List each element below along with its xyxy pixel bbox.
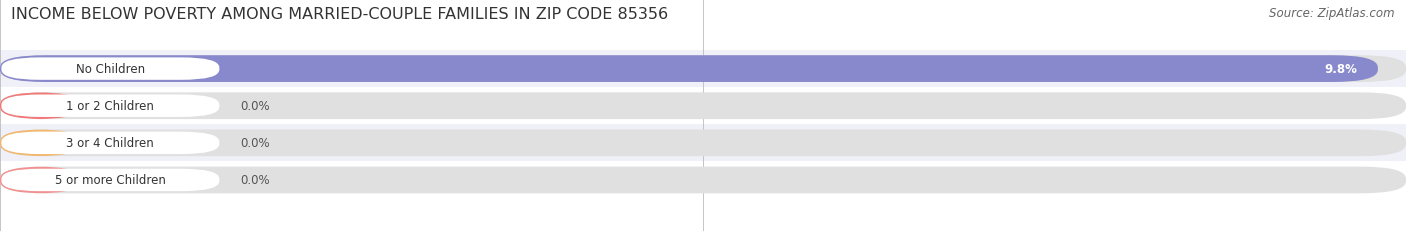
FancyBboxPatch shape [1, 132, 219, 154]
Text: 0.0%: 0.0% [240, 174, 270, 187]
FancyBboxPatch shape [1, 169, 219, 191]
FancyBboxPatch shape [0, 56, 1378, 83]
Text: 0.0%: 0.0% [240, 100, 270, 113]
FancyBboxPatch shape [0, 93, 82, 120]
Text: 9.8%: 9.8% [1324, 63, 1357, 76]
Bar [0, 51, 1406, 88]
Text: 1 or 2 Children: 1 or 2 Children [66, 100, 155, 113]
Text: INCOME BELOW POVERTY AMONG MARRIED-COUPLE FAMILIES IN ZIP CODE 85356: INCOME BELOW POVERTY AMONG MARRIED-COUPL… [11, 7, 668, 22]
FancyBboxPatch shape [0, 130, 82, 157]
Text: No Children: No Children [76, 63, 145, 76]
FancyBboxPatch shape [0, 130, 1406, 157]
Bar [0, 162, 1406, 199]
FancyBboxPatch shape [0, 167, 82, 194]
Text: 5 or more Children: 5 or more Children [55, 174, 166, 187]
FancyBboxPatch shape [0, 56, 1406, 83]
FancyBboxPatch shape [1, 95, 219, 117]
Text: 0.0%: 0.0% [240, 137, 270, 150]
FancyBboxPatch shape [1, 58, 219, 80]
Bar [0, 125, 1406, 162]
FancyBboxPatch shape [0, 93, 1406, 120]
Bar [0, 88, 1406, 125]
Text: 3 or 4 Children: 3 or 4 Children [66, 137, 155, 150]
FancyBboxPatch shape [0, 167, 1406, 194]
Text: Source: ZipAtlas.com: Source: ZipAtlas.com [1270, 7, 1395, 20]
